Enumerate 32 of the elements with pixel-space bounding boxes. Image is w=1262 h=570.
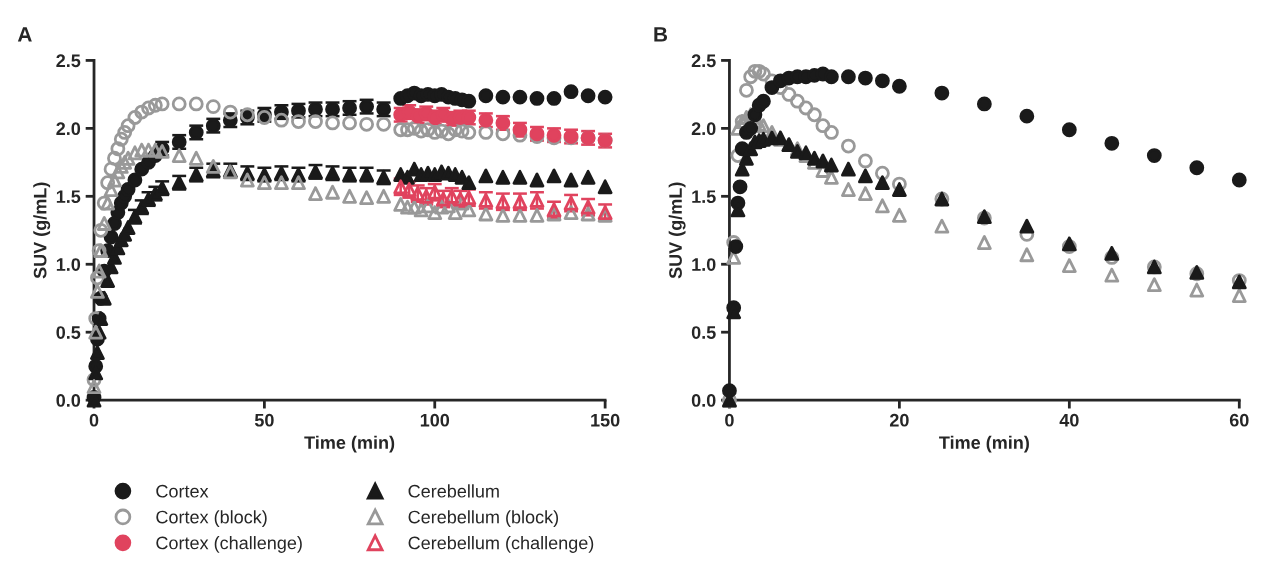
x-tick-label: 0 (725, 413, 734, 427)
x-axis-title: Time (min) (939, 435, 1029, 453)
y-tick-label: 0.5 (691, 326, 716, 339)
y-axis-title: SUV (g/mL) (668, 182, 686, 279)
y-axis-title: SUV (g/mL) (33, 182, 51, 279)
legend-label: Cortex (block) (156, 510, 267, 528)
y-tick-label: 2.0 (691, 122, 716, 136)
x-tick-label: 50 (254, 413, 274, 427)
legend-label: Cortex (156, 484, 209, 498)
y-tick-label: 1.0 (56, 258, 81, 271)
x-tick-label: 150 (591, 413, 620, 427)
y-tick-label: 1.0 (692, 258, 716, 271)
x-tick-label: 40 (1059, 413, 1079, 427)
legend-label: Cortex (challenge) (156, 536, 302, 553)
y-tick-label: 0.5 (56, 326, 81, 339)
y-tick-label: 1.5 (56, 190, 81, 204)
x-tick-label: 20 (889, 413, 909, 427)
legend-label: Cerebellum (block) (408, 510, 559, 528)
y-tick-label: 2.5 (56, 54, 81, 68)
legend-label: Cerebellum (challenge) (408, 536, 594, 553)
x-tick-label: 100 (420, 413, 450, 427)
x-tick-label: 0 (89, 413, 99, 427)
legend-label: Cerebellum (408, 484, 499, 498)
x-tick-label: 60 (1229, 413, 1249, 427)
y-tick-label: 0.0 (56, 394, 81, 407)
y-tick-label: 0.0 (691, 394, 716, 407)
y-tick-label: 2.0 (56, 122, 81, 136)
y-tick-label: 1.5 (692, 190, 716, 204)
text: B (654, 27, 668, 42)
y-tick-label: 2.5 (691, 54, 716, 68)
x-axis-title: Time (min) (304, 435, 395, 453)
text: A (17, 27, 32, 42)
